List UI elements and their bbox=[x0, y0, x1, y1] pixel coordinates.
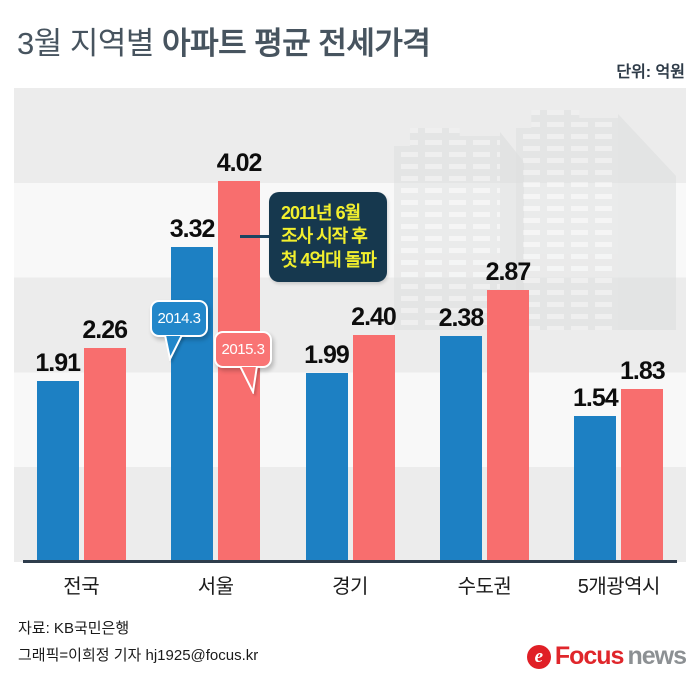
title-emphasis: 아파트 평균 전세가격 bbox=[153, 26, 431, 61]
series-bubble-label: 2015.3 bbox=[221, 341, 265, 358]
bar-2015.3-전국: 2.26 bbox=[82, 316, 128, 562]
bar-groups: 1.91 2.26 3.32 4.02 1.99 2.40 2.38 2.87 1.54 1.83 bbox=[14, 88, 686, 562]
category-label-서울: 서울 bbox=[197, 576, 234, 598]
bubble-tail-icon bbox=[163, 335, 184, 361]
bar-value-label: 2.40 bbox=[351, 302, 397, 331]
bar-value-label: 1.99 bbox=[304, 341, 350, 370]
annotation-line: 첫 4억대 돌파 bbox=[281, 249, 377, 270]
bar-value-label: 3.32 bbox=[169, 215, 216, 244]
bar-value-label: 1.54 bbox=[572, 384, 619, 412]
bar-value-label: 2.26 bbox=[82, 315, 128, 344]
series-bubble-2014: 2014.3 bbox=[150, 300, 208, 361]
category-label-전국: 전국 bbox=[63, 576, 100, 598]
bar-group-3: 1.99 2.40 bbox=[283, 88, 417, 562]
bar-value-label: 2.38 bbox=[438, 304, 485, 333]
bar-2015.3-5개광역시: 1.83 bbox=[620, 357, 666, 562]
bar-value-label: 4.02 bbox=[216, 148, 263, 177]
logo-suffix-text: news bbox=[627, 642, 687, 670]
series-bubble-2015: 2015.3 bbox=[214, 331, 272, 394]
annotation-line: 조사 시작 후 bbox=[281, 226, 368, 247]
bar-value-label: 1.91 bbox=[35, 348, 81, 377]
annotation-callout: 2011년 6월 조사 시작 후 첫 4억대 돌파 bbox=[269, 192, 387, 283]
bar-group-1: 1.91 2.26 bbox=[14, 88, 148, 562]
bar-value-label: 1.83 bbox=[619, 356, 666, 385]
bubble-tail-icon bbox=[238, 366, 259, 394]
bar-2014.3-서울: 3.32 bbox=[170, 215, 215, 562]
category-label-수도권: 수도권 bbox=[457, 576, 512, 598]
bar-2014.3-수도권: 2.38 bbox=[439, 304, 484, 562]
focus-news-logo: e Focus news bbox=[526, 642, 687, 671]
page-title: 3월 지역별 아파트 평균 전세가격 bbox=[17, 18, 431, 63]
unit-label: 단위: 억원 bbox=[616, 64, 685, 81]
series-bubble-label: 2014.3 bbox=[157, 310, 201, 327]
bar-2014.3-전국: 1.91 bbox=[35, 349, 81, 562]
apartment-building-icon bbox=[516, 110, 618, 330]
chart-plot-area: 1.91 2.26 3.32 4.02 1.99 2.40 2.38 2.87 1.54 1.83… bbox=[14, 88, 686, 563]
bar-2014.3-5개광역시: 1.54 bbox=[573, 384, 619, 562]
bar-2015.3-수도권: 2.87 bbox=[486, 258, 531, 562]
bar-group-4: 2.38 2.87 bbox=[417, 88, 551, 562]
bar-group-5: 1.54 1.83 bbox=[552, 88, 686, 562]
source-text: 자료: KB국민은행 bbox=[18, 620, 130, 637]
annotation-connector-line bbox=[240, 235, 271, 238]
category-axis-labels: 전국 서울 경기 수도권 5개광역시 bbox=[14, 570, 686, 599]
apartment-building-icon bbox=[394, 128, 500, 330]
x-axis-line bbox=[23, 560, 677, 563]
focus-news-e-icon: e bbox=[526, 644, 551, 669]
bar-2014.3-경기: 1.99 bbox=[304, 341, 350, 562]
annotation-line: 2011년 6월 bbox=[281, 203, 361, 223]
credit-text: 그래픽=이희정 기자 hj1925@focus.kr bbox=[18, 647, 259, 664]
category-label-경기: 경기 bbox=[332, 576, 368, 598]
bar-2015.3-경기: 2.40 bbox=[351, 303, 397, 562]
title-prefix: 3월 지역별 bbox=[17, 26, 154, 61]
bar-value-label: 2.87 bbox=[485, 257, 532, 286]
category-label-5개광역시: 5개광역시 bbox=[577, 576, 661, 598]
logo-brand-text: Focus bbox=[554, 642, 625, 670]
